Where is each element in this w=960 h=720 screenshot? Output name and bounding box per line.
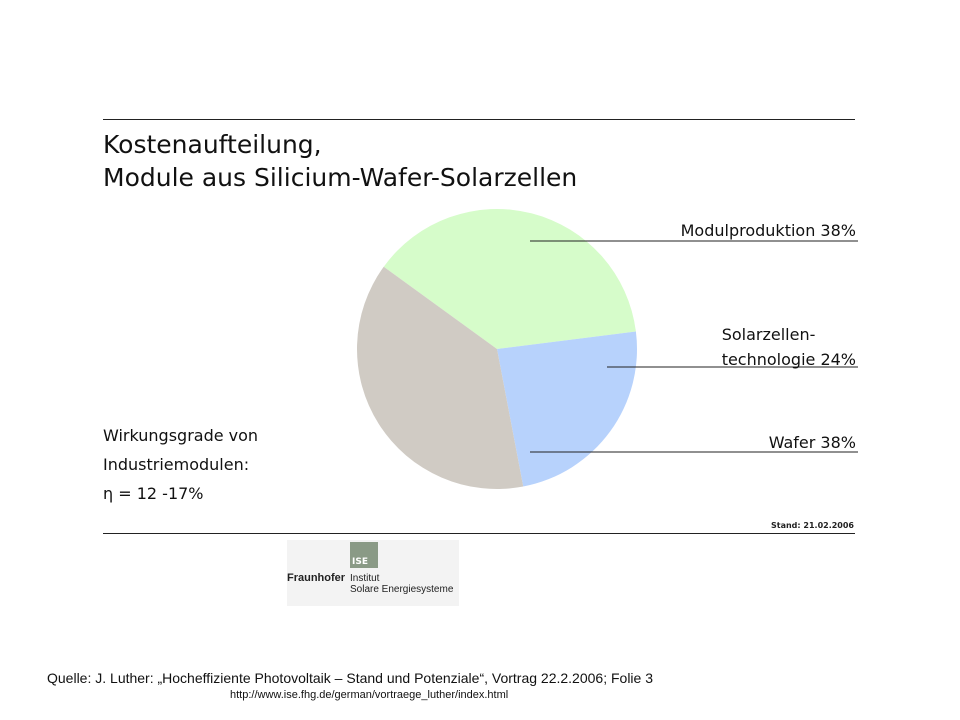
label-wafer: Wafer 38% — [768, 433, 856, 452]
institute-line-2: Solare Energiesysteme — [350, 584, 454, 595]
efficiency-line-2: Industriemodulen: — [103, 455, 250, 474]
fraunhofer-text: Fraunhofer — [287, 572, 346, 584]
label-solar-line-1: Solarzellen- — [721, 325, 816, 344]
source-url: http://www.ise.fhg.de/german/vortraege_l… — [230, 689, 509, 701]
source-citation: Quelle: J. Luther: „Hocheffiziente Photo… — [47, 670, 654, 686]
efficiency-note: Wirkungsgrade von Industriemodulen: η = … — [103, 421, 258, 508]
chart-title: Kostenaufteilung, Module aus Silicium-Wa… — [103, 128, 577, 194]
label-solarzellentechnologie: Solarzellen- technologie 24% — [722, 322, 856, 372]
institute-line-1: Institut — [350, 573, 380, 584]
pie-slice-wafer — [357, 266, 524, 490]
ise-text: ISE — [352, 557, 368, 567]
efficiency-line-3: η = 12 -17% — [103, 484, 204, 503]
fraunhofer-ise-logo: ISE Fraunhofer Institut Solare Energiesy… — [287, 540, 459, 606]
label-modulproduktion: Modulproduktion 38% — [680, 221, 856, 240]
top-rule — [103, 119, 855, 120]
label-solar-line-2: technologie 24% — [721, 350, 856, 369]
bottom-rule — [103, 533, 855, 534]
pie-slice-solarzellentechnologie — [497, 331, 637, 487]
efficiency-line-1: Wirkungsgrade von — [103, 426, 259, 445]
stand-date: Stand: 21.02.2006 — [771, 521, 854, 530]
institute-text: Institut Solare Energiesysteme — [350, 573, 453, 595]
title-line-2: Module aus Silicium-Wafer-Solarzellen — [103, 163, 578, 192]
pie-slice-modulproduktion — [383, 208, 636, 349]
title-line-1: Kostenaufteilung, — [103, 130, 322, 159]
ise-logo-icon — [350, 542, 378, 568]
